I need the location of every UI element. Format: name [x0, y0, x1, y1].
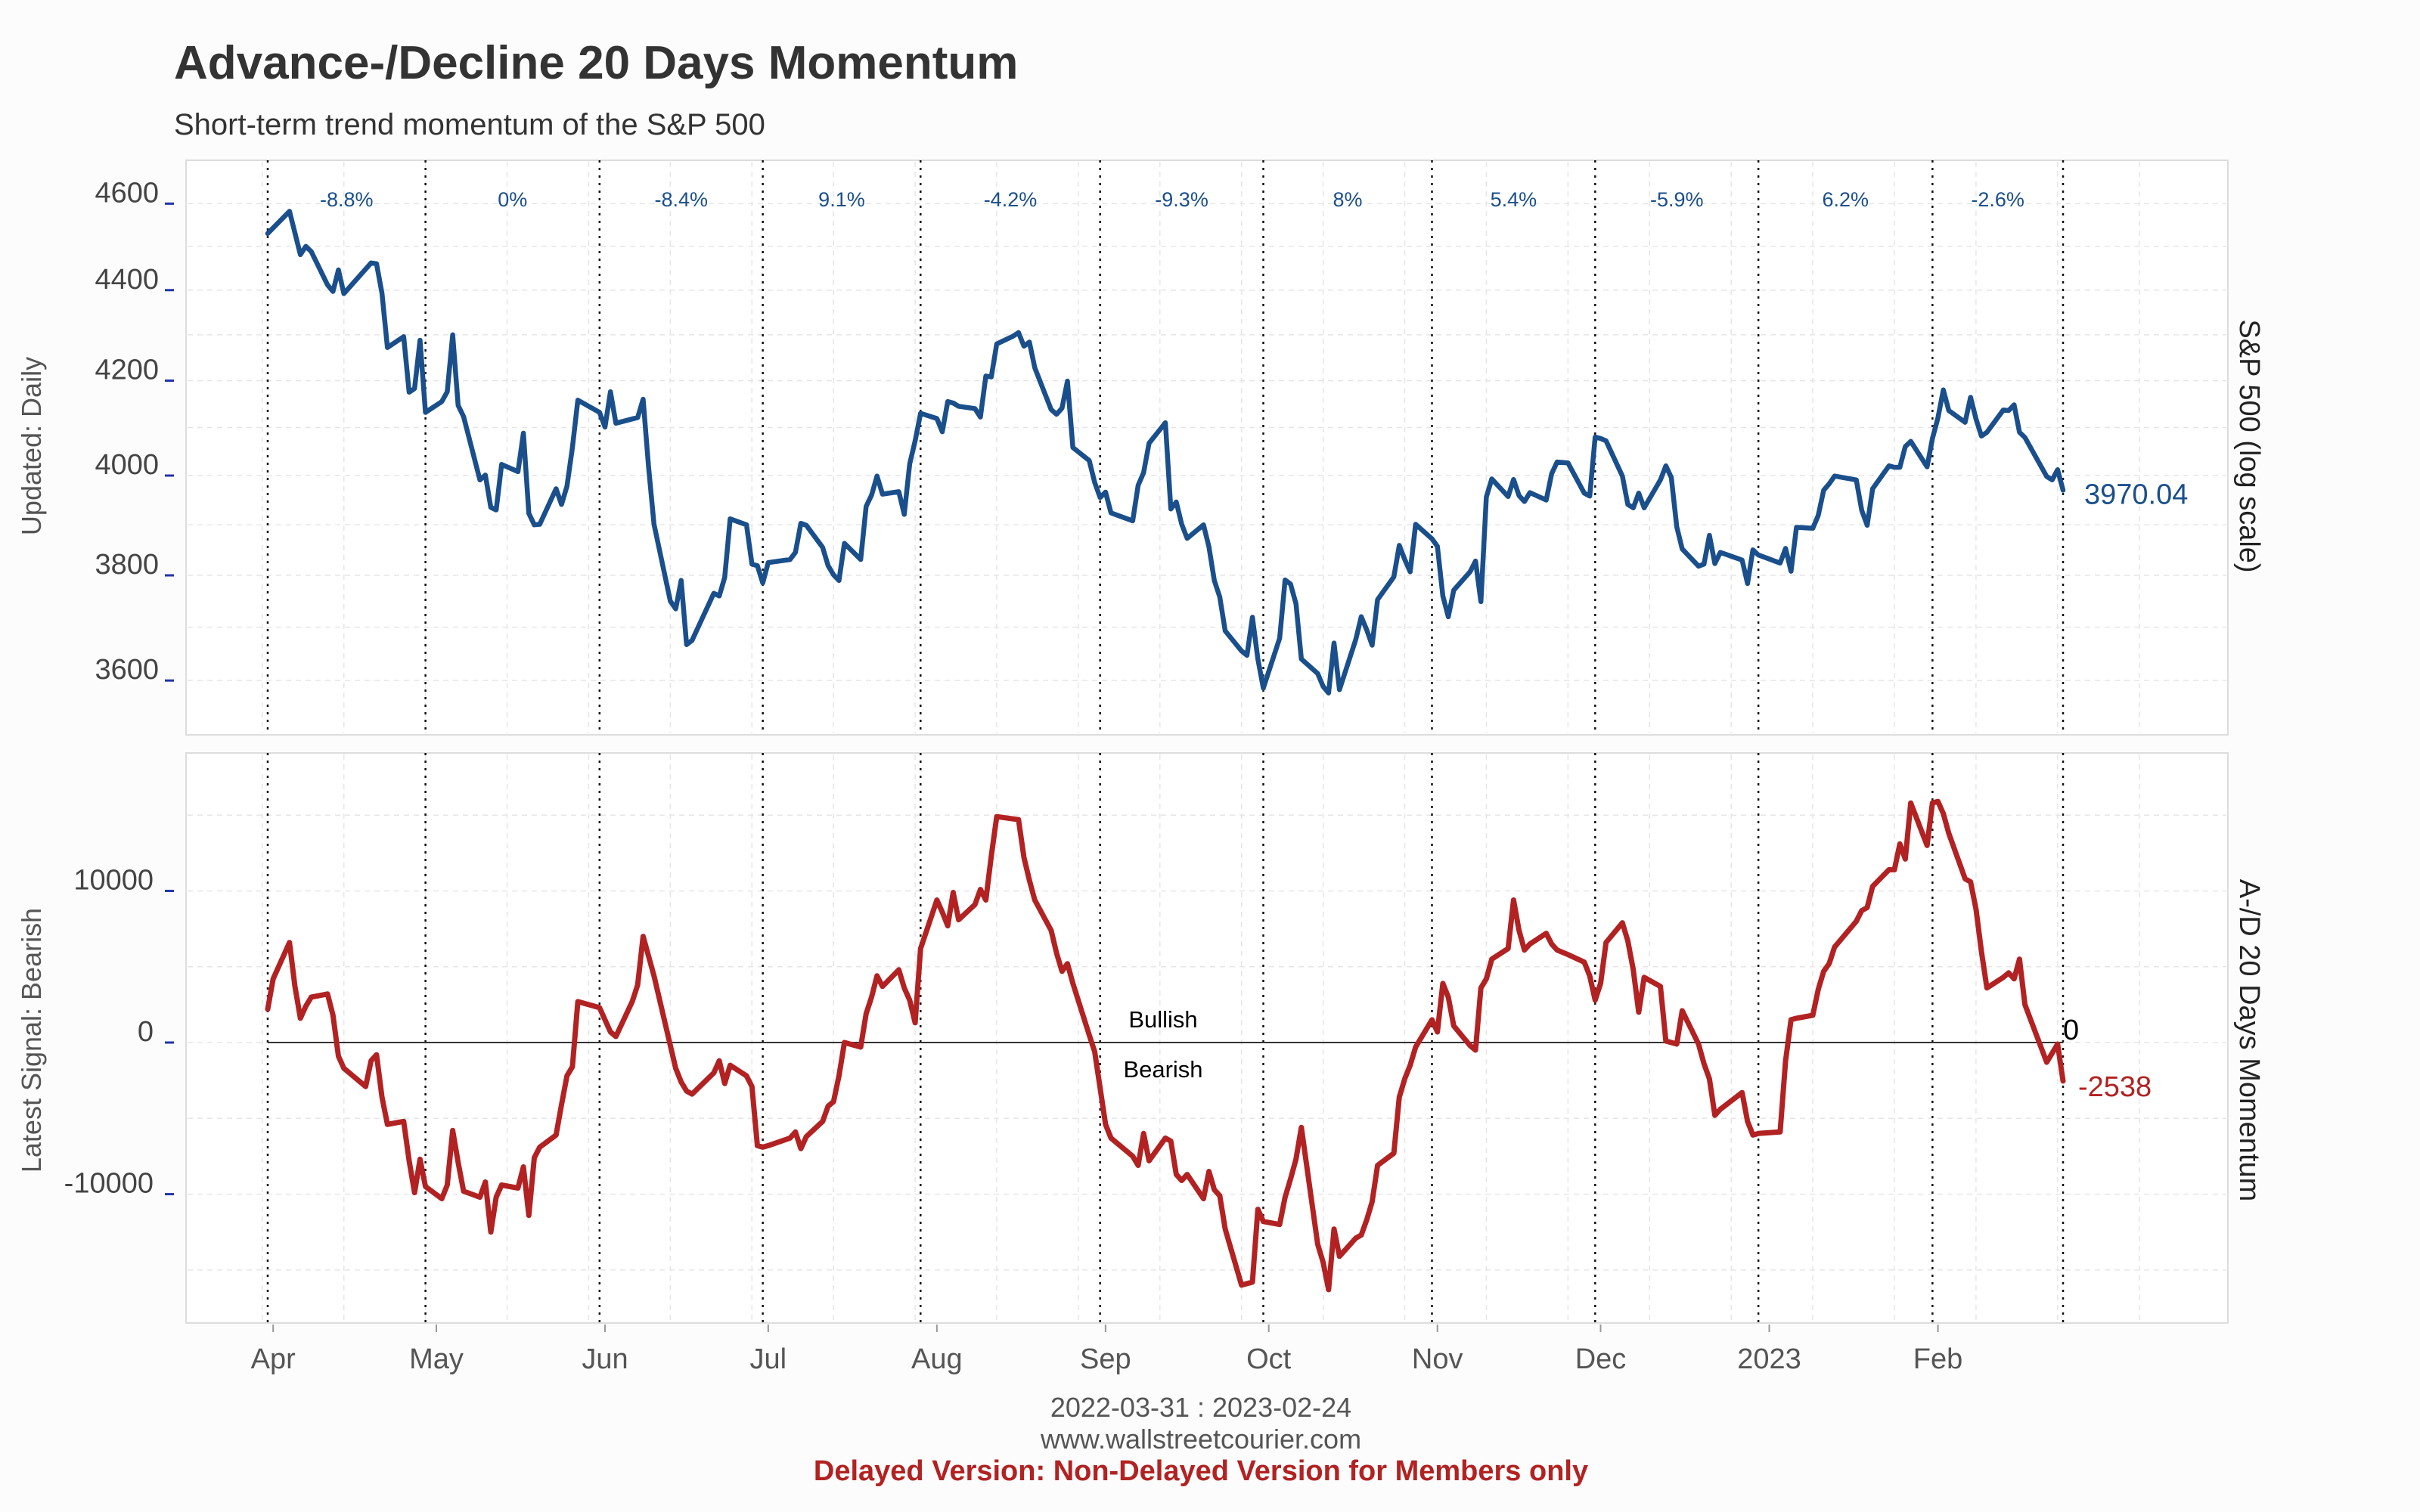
x-tick-label: Sep [1080, 1343, 1131, 1375]
ad-momentum-grid [188, 754, 2226, 1321]
updated-daily-label: Updated: Daily [16, 357, 47, 535]
sp500-y-tick-label: 3800 [95, 549, 159, 581]
zero-value-label: 0 [2063, 1015, 2079, 1046]
monthly-return-label: -8.4% [654, 188, 708, 211]
monthly-return-label: -8.8% [320, 188, 374, 211]
sp500-grid [188, 162, 2226, 733]
monthly-return-label: 6.2% [1822, 188, 1869, 211]
sp500-y-tick-label: 4400 [95, 264, 159, 296]
x-tick-label: Nov [1412, 1343, 1463, 1375]
ad-momentum-axis-title: A-/D 20 Days Momentum [2233, 879, 2265, 1202]
date-range: 2022-03-31 : 2023-02-24 [1050, 1392, 1351, 1423]
ad-momentum-panel-frame [185, 752, 2229, 1324]
x-tick-label: Apr [251, 1343, 296, 1375]
x-tick-label: Oct [1246, 1343, 1292, 1375]
monthly-return-label: -9.3% [1155, 188, 1208, 211]
website-url: www.wallstreetcourier.com [1040, 1424, 1361, 1455]
chart-title: Advance-/Decline 20 Days Momentum [174, 37, 1018, 89]
sp500-y-axis: 3600 3800 4000 4200 4400 4600 [95, 177, 174, 686]
monthly-return-label: 5.4% [1491, 188, 1537, 211]
ad-momentum-panel: -10000 0 10000 Bullish Bearish 0 -2538 Lat… [16, 752, 2265, 1324]
x-tick-label: Aug [911, 1343, 963, 1375]
delayed-version-notice: Delayed Version: Non-Delayed Version for… [814, 1455, 1588, 1487]
monthly-return-label: 9.1% [818, 188, 865, 211]
sp500-y-tick-label: 4200 [95, 354, 159, 386]
ad-momentum-line [265, 798, 2066, 1293]
sp500-y-tick-label: 4600 [95, 177, 159, 209]
sp500-y-tick-label: 3600 [95, 654, 159, 686]
ad-momentum-y-tick-label: 10000 [73, 864, 154, 896]
sp500-line [265, 209, 2066, 696]
ad-momentum-y-tick-label: -10000 [64, 1168, 154, 1200]
monthly-return-label: -5.9% [1650, 188, 1704, 211]
x-axis: Apr May Jun Jul Aug Sep Oct Nov Dec 2023 Feb [251, 1325, 1962, 1375]
ad-momentum-y-tick-label: 0 [138, 1016, 154, 1048]
monthly-return-label: 8% [1333, 188, 1362, 211]
bearish-label: Bearish [1123, 1056, 1202, 1083]
bullish-label: Bullish [1128, 1006, 1197, 1033]
sp500-axis-title: S&P 500 (log scale) [2233, 319, 2265, 572]
sp500-panel: 3600 3800 4000 4200 4400 4600 -8.8% 0% -8.4% 9.1… [16, 160, 2265, 736]
chart-subtitle: Short-term trend momentum of the S&P 500 [174, 108, 765, 141]
x-tick-label: 2023 [1737, 1343, 1801, 1375]
sp500-y-tick-label: 4000 [95, 449, 159, 481]
x-tick-label: May [409, 1343, 464, 1375]
ad-momentum-last-value: -2538 [2078, 1071, 2152, 1103]
x-tick-label: Jul [750, 1343, 787, 1375]
x-tick-label: Feb [1913, 1343, 1962, 1375]
monthly-return-label: -4.2% [984, 188, 1038, 211]
ad-momentum-y-axis: -10000 0 10000 [64, 864, 174, 1200]
monthly-return-label: 0% [498, 188, 527, 211]
monthly-return-labels: -8.8% 0% -8.4% 9.1% -4.2% -9.3% 8% 5.4% -5.9% 6.2… [320, 188, 2024, 211]
sp500-last-value: 3970.04 [2084, 479, 2188, 510]
x-tick-label: Jun [582, 1343, 628, 1375]
x-tick-label: Dec [1575, 1343, 1627, 1375]
monthly-return-label: -2.6% [1971, 188, 2024, 211]
latest-signal-label: Latest Signal: Bearish [16, 908, 47, 1173]
